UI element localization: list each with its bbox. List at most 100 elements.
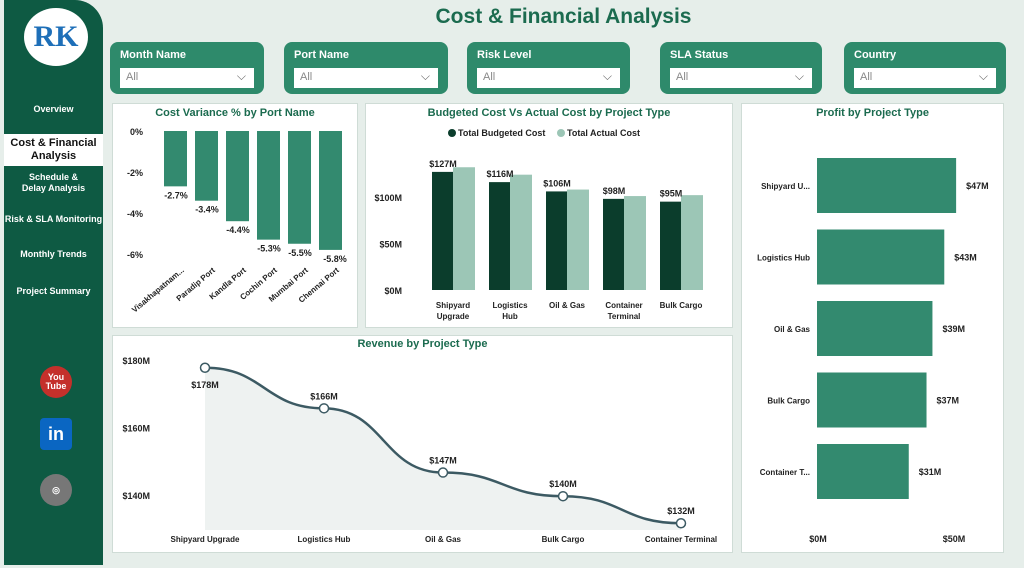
data-label: $37M [937, 396, 960, 406]
sidebar-item-cost-financial-analysis[interactable]: Cost & Financial Analysis [4, 134, 103, 166]
filter-value: All [676, 71, 689, 83]
y-tick-label: $100M [374, 193, 402, 203]
chart-title: Budgeted Cost Vs Actual Cost by Project … [427, 107, 671, 119]
sidebar-item-risk-sla-monitoring[interactable]: Risk & SLA Monitoring [4, 214, 103, 224]
linkedin-icon[interactable]: in [40, 418, 72, 450]
filter-label: Risk Level [477, 49, 532, 61]
data-label: $106M [543, 178, 571, 188]
bar [226, 131, 249, 222]
data-label: $98M [603, 186, 626, 196]
filter-label: Port Name [294, 49, 350, 61]
bar [817, 301, 933, 356]
filter-label: Country [854, 49, 897, 61]
data-label: -5.8% [323, 254, 347, 264]
y-tick-label: Shipyard U... [761, 182, 810, 191]
bar-budgeted [432, 171, 453, 290]
data-label: $166M [310, 391, 338, 401]
x-tick-label: Oil & Gas [549, 301, 586, 310]
sidebar-item-monthly-trends[interactable]: Monthly Trends [20, 249, 87, 259]
x-tick-label: Container Terminal [645, 535, 717, 544]
bar-actual [510, 174, 532, 290]
filter-dropdown[interactable]: All ⌵ [854, 68, 996, 88]
filter-label: SLA Status [670, 49, 729, 61]
x-tick-label: Logistics [492, 301, 528, 310]
bar [319, 131, 342, 250]
data-label: $132M [667, 506, 695, 516]
data-label: -3.4% [195, 205, 219, 215]
chart-title: Cost Variance % by Port Name [155, 107, 315, 119]
x-tick-label: $50M [943, 534, 966, 544]
y-tick-label: $0M [384, 286, 402, 296]
filter-port-name: Port Name All ⌵ [284, 42, 448, 94]
data-point [437, 467, 449, 478]
y-tick-label: Container T... [760, 468, 810, 477]
bar [288, 131, 311, 244]
filter-dropdown[interactable]: All ⌵ [294, 68, 438, 88]
x-tick-label: Shipyard Upgrade [171, 535, 240, 544]
globe-icon[interactable]: ◎ [40, 474, 72, 506]
bar [817, 372, 927, 428]
y-tick-label: 0% [130, 127, 143, 137]
sidebar-item-project-summary[interactable]: Project Summary [16, 286, 91, 296]
x-tick-label: $0M [809, 534, 827, 544]
chevron-down-icon: ⌵ [420, 69, 430, 83]
bar [817, 229, 945, 285]
bar-actual [624, 196, 646, 290]
youtube-icon[interactable]: You Tube [40, 366, 72, 398]
y-tick-label: $180M [122, 356, 150, 366]
sidebar-item-schedule-delay-analysis[interactable]: Schedule & Delay Analysis [21, 172, 86, 193]
legend-marker [448, 129, 456, 137]
bar-budgeted [603, 198, 624, 290]
filter-risk-level: Risk Level All ⌵ [467, 42, 630, 94]
filter-dropdown[interactable]: All ⌵ [120, 68, 254, 88]
filter-value: All [126, 71, 139, 83]
y-tick-label: Logistics Hub [757, 254, 810, 263]
data-label: $31M [919, 467, 942, 477]
filter-value: All [860, 71, 873, 83]
data-point [675, 517, 687, 529]
x-tick-label: Terminal [608, 312, 641, 321]
data-label: -5.5% [288, 248, 312, 258]
bar [817, 158, 957, 213]
filter-dropdown[interactable]: All ⌵ [670, 68, 812, 88]
data-label: -5.3% [257, 244, 281, 254]
data-point [318, 403, 330, 414]
x-tick-label: Oil & Gas [425, 535, 462, 544]
y-tick-label: $160M [122, 424, 150, 434]
bar [817, 444, 909, 499]
x-tick-label: Container [605, 301, 642, 310]
data-label: $116M [486, 169, 513, 179]
filter-value: All [300, 71, 313, 83]
x-tick-label: Hub [502, 312, 518, 321]
y-tick-label: -6% [127, 250, 143, 260]
bar [257, 131, 280, 240]
x-tick-label: Visakhapatnam... [130, 266, 186, 315]
data-label: $127M [429, 159, 457, 169]
y-tick-label: $50M [379, 240, 402, 250]
legend-marker [557, 129, 565, 137]
bar-actual [681, 195, 703, 290]
x-tick-label: Shipyard [436, 301, 470, 310]
y-tick-label: -2% [127, 168, 143, 178]
bar [195, 131, 218, 201]
data-label: $47M [966, 181, 989, 191]
data-point [557, 490, 569, 502]
sidebar-item-overview[interactable]: Overview [33, 104, 74, 114]
data-label: $95M [660, 189, 683, 199]
y-tick-label: -4% [127, 209, 143, 219]
bar-actual [453, 167, 475, 290]
y-tick-label: Bulk Cargo [767, 397, 810, 406]
filter-dropdown[interactable]: All ⌵ [477, 68, 620, 88]
filter-label: Month Name [120, 49, 186, 61]
bar-actual [567, 189, 589, 290]
filter-month-name: Month Name All ⌵ [110, 42, 264, 94]
chart-title: Profit by Project Type [816, 107, 929, 119]
data-label: -2.7% [164, 190, 188, 200]
x-tick-label: Bulk Cargo [660, 301, 703, 310]
logo: RK [24, 8, 88, 66]
data-label: -4.4% [226, 225, 250, 235]
data-label: $178M [191, 380, 219, 390]
legend-label: Total Actual Cost [567, 128, 640, 138]
y-tick-label: Oil & Gas [774, 325, 811, 334]
